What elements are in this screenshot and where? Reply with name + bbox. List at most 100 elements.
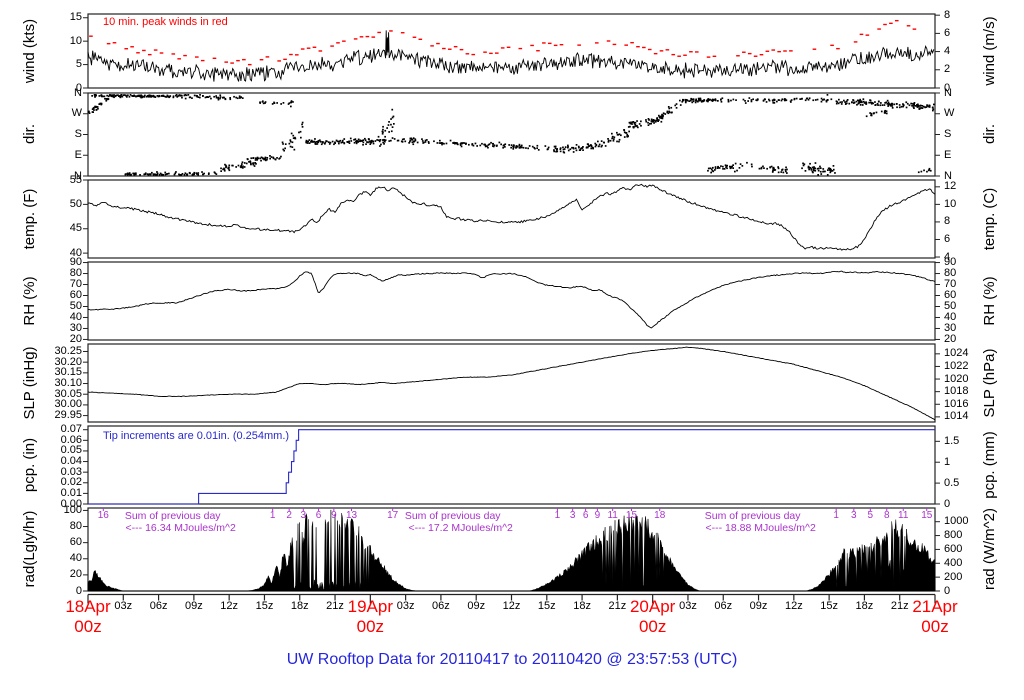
dir-dot [184,97,187,100]
dir-dot [178,94,181,96]
dir-dot [100,103,103,105]
dir-dot [257,157,260,160]
dir-dot [151,95,154,98]
dir-dot [253,165,256,167]
dir-dot [790,101,792,103]
dir-dot [559,148,562,150]
dir-dot [381,130,384,133]
dir-dot [679,104,682,106]
dir-dot [772,167,775,169]
dir-dot [572,151,575,153]
dir-dot [92,111,94,113]
dir-dot [264,102,266,104]
dir-dot [920,170,923,173]
dir-dot [193,94,196,97]
x-tick-label: 18z [855,600,874,612]
dir-dot [411,141,414,144]
dir-dot [408,142,410,144]
dir-dot [685,99,688,101]
rh-left-tick-label: 80 [69,267,82,280]
dir-dot [607,138,609,140]
dir-dot [219,96,222,98]
dir-dot [830,168,832,171]
slp-left-tick-label: 30.25 [54,344,82,357]
dir-dot [94,94,96,96]
x-tick-label: 18z [290,600,309,612]
dir-dot [92,107,95,110]
dir-dot [637,126,639,129]
dir-dot [567,145,569,148]
dir-dot [280,103,282,105]
dir-dot [164,171,167,174]
dir-dot [812,169,815,172]
dir-dot [208,172,210,175]
dir-dot [223,168,226,171]
rad-hour-label: 6 [315,510,322,521]
dir-dot [324,141,327,144]
dir-dot [578,146,580,149]
dir-dot [885,110,888,113]
dir-dot [928,104,931,107]
dir-dot [376,139,378,141]
dir-dot [98,95,101,97]
rad-hour-label: 3 [851,510,857,521]
dir-dot [260,159,262,162]
dir-dot [284,147,286,150]
dir-dot [885,101,888,104]
dir-dot [547,148,549,150]
dir-dot [388,131,390,133]
dir-dot [666,110,669,113]
dir-dot [137,95,140,97]
dir-dot [725,165,728,167]
dir-dot [709,167,712,170]
dir-dot [816,167,819,170]
x-tick-label: 06z [149,600,168,612]
dir-dot [183,174,186,176]
dir-dot [744,102,747,104]
dir-dot [580,147,583,149]
dir-dot [689,99,692,102]
dir-dot [87,111,90,113]
x-day-label: 00z [74,617,102,636]
dir-dot [424,139,427,142]
dir-left-tick-label: S [74,128,82,140]
dir-dot [623,129,626,132]
dir-dot [732,98,735,101]
dir-dot [147,95,150,97]
dir-dot [861,104,864,106]
dir-dot [133,173,135,176]
dir-dot [647,118,650,120]
dir-dot [760,166,763,169]
slp-right-tick-label: 1022 [944,359,969,372]
dir-dot [902,104,905,107]
dir-dot [835,102,838,105]
dir-dot [159,172,162,175]
x-day-label: 00z [356,617,385,636]
dir-dot [884,102,886,104]
dir-dot [412,140,415,143]
dir-dot [204,96,207,99]
dir-dot [119,95,121,97]
dir-dot [777,166,779,168]
dir-dot [215,96,218,99]
dir-dot [649,122,651,125]
dir-dot [883,112,886,114]
dir-dot [254,162,257,164]
dir-dot [857,99,859,102]
dir-dot [196,173,198,175]
dir-dot [188,171,191,174]
dir-dot [101,95,103,97]
dir-dot [486,145,488,147]
dir-dot [929,169,932,172]
dir-dot [390,118,392,120]
dir-dot [887,101,890,104]
dir-dot [132,95,134,97]
slp-right-tick-label: 1014 [944,410,969,423]
dir-dot [143,96,146,98]
x-tick-label: 21z [890,600,909,612]
dir-dot [569,148,572,151]
dir-dot [597,140,599,143]
dir-dot [880,102,882,104]
rad-hour-label: 8 [883,510,890,521]
dir-dot [338,142,340,145]
